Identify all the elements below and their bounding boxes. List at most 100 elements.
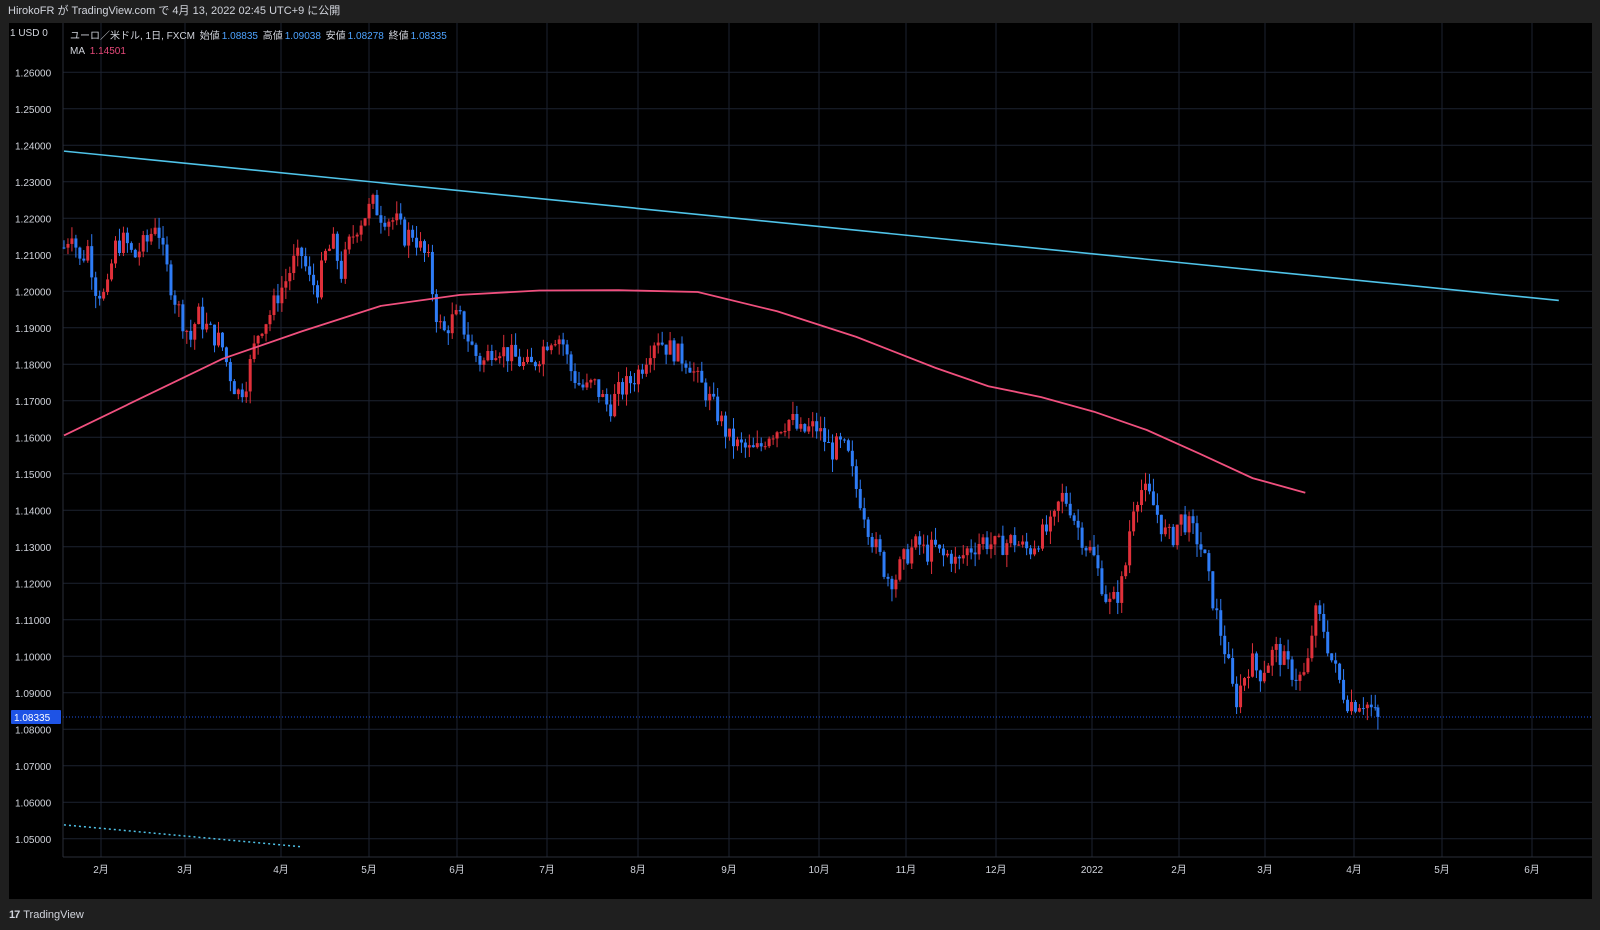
- candle-body: [640, 369, 644, 374]
- candle-body: [906, 549, 910, 564]
- candle-body: [569, 354, 573, 372]
- candle-body: [137, 251, 141, 258]
- candle-body: [522, 362, 526, 366]
- candle-body: [514, 344, 518, 357]
- candle-body: [1025, 541, 1029, 549]
- candle-body: [565, 344, 569, 355]
- low-value: 1.08278: [347, 31, 384, 42]
- x-tick-label: 11月: [896, 864, 916, 876]
- candle-body: [918, 536, 922, 545]
- candle-body: [260, 333, 264, 336]
- candle-body: [387, 221, 391, 227]
- y-tick-label: 1.13000: [15, 543, 52, 554]
- candle-body: [985, 537, 989, 550]
- candle-body: [827, 441, 831, 443]
- candle-body: [1033, 548, 1037, 555]
- candle-body: [902, 549, 906, 560]
- candle-body: [1258, 670, 1262, 682]
- high-value: 1.09038: [284, 31, 321, 42]
- candle-body: [141, 235, 145, 252]
- candle-body: [149, 233, 153, 242]
- candle-body: [296, 247, 300, 256]
- candle-body: [339, 260, 343, 279]
- candle-body: [1223, 635, 1227, 655]
- x-tick-label: 2月: [93, 864, 109, 876]
- candle-body: [363, 218, 367, 226]
- candle-body: [494, 358, 498, 361]
- candle-body: [1017, 544, 1021, 546]
- candle-body: [1254, 653, 1258, 671]
- close-label: 終値: [388, 31, 409, 42]
- candle-body: [165, 244, 169, 265]
- y-tick-label: 1.10000: [15, 652, 52, 663]
- candle-body: [133, 249, 137, 258]
- candle-body: [1136, 504, 1140, 512]
- candle-body: [1227, 654, 1231, 659]
- candle-body: [1140, 490, 1144, 505]
- candle-body: [1013, 535, 1017, 546]
- candle-body: [882, 551, 886, 577]
- candle-body: [846, 440, 850, 451]
- candle-body: [1203, 549, 1207, 554]
- candle-body: [70, 238, 74, 244]
- candle-body: [1171, 526, 1175, 546]
- candle-body: [613, 393, 617, 417]
- symbol-label[interactable]: ユーロ／米ドル, 1日, FXCM: [70, 31, 196, 42]
- tradingview-logo-icon: 17: [9, 909, 20, 921]
- candle-body: [450, 314, 454, 334]
- candle-body: [209, 323, 213, 325]
- candle-body: [216, 332, 220, 346]
- candle-body: [331, 233, 335, 249]
- y-tick-label: 1.19000: [15, 324, 52, 335]
- candle-body: [799, 424, 803, 429]
- tradingview-brand[interactable]: 17 TradingView: [9, 909, 84, 921]
- candle-body: [1175, 524, 1179, 546]
- candle-body: [1342, 679, 1346, 700]
- candle-body: [581, 384, 585, 388]
- x-tick-label: 12月: [985, 864, 1006, 876]
- candle-body: [593, 379, 597, 381]
- candle-body: [937, 544, 941, 549]
- candle-body: [1147, 483, 1151, 492]
- candle-body: [716, 396, 720, 422]
- candle-body: [74, 238, 78, 248]
- candle-body: [482, 360, 486, 365]
- candle-body: [696, 370, 700, 372]
- candle-body: [680, 343, 684, 364]
- candle-body: [1361, 708, 1365, 710]
- candle-body: [961, 555, 965, 559]
- candle-body: [866, 519, 870, 537]
- candle-body: [288, 273, 292, 282]
- candle-body: [343, 249, 347, 279]
- candle-body: [672, 340, 676, 362]
- candle-body: [1096, 555, 1100, 569]
- candle-body: [870, 536, 874, 548]
- candle-body: [367, 203, 371, 219]
- candle-body: [1314, 605, 1318, 636]
- candle-body: [1112, 591, 1116, 599]
- candle-body: [759, 443, 763, 447]
- candle-body: [102, 292, 106, 299]
- candle-body: [486, 351, 490, 361]
- candle-body: [648, 358, 652, 365]
- candle-body: [878, 539, 882, 552]
- candle-body: [1302, 672, 1306, 675]
- currency-scale-label[interactable]: 1 USD 0: [10, 28, 48, 39]
- x-tick-label: 2月: [1171, 864, 1187, 876]
- candle-body: [1373, 707, 1377, 709]
- candle-body: [304, 256, 308, 267]
- candle-body: [403, 219, 407, 246]
- candle-body: [791, 413, 795, 421]
- candle-body: [66, 243, 70, 248]
- price-chart[interactable]: 1.26000 1.25000 1.24000 1.23000 1.22000 1.210…: [9, 23, 1592, 899]
- chart-area[interactable]: 1.26000 1.25000 1.24000 1.23000 1.22000 1.210…: [9, 23, 1592, 899]
- candle-body: [113, 240, 117, 264]
- ma-label[interactable]: MA: [70, 46, 85, 57]
- candle-body: [153, 227, 157, 234]
- candle-body: [145, 235, 149, 242]
- candle-body: [700, 370, 704, 383]
- candle-body: [862, 508, 866, 520]
- candle-body: [391, 220, 395, 222]
- candle-body: [728, 428, 732, 437]
- candle-body: [660, 342, 664, 345]
